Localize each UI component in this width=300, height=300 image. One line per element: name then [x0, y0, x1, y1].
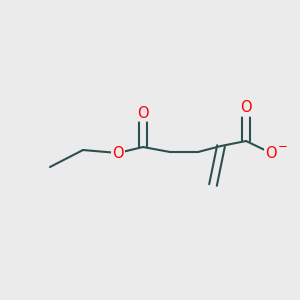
Text: O: O	[265, 146, 277, 160]
Text: −: −	[278, 140, 288, 153]
Text: O: O	[112, 146, 124, 160]
Text: O: O	[137, 106, 149, 121]
Text: O: O	[240, 100, 252, 116]
